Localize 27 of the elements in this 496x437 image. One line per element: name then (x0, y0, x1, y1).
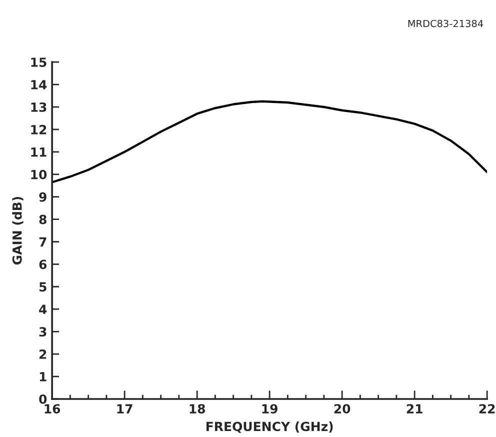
y-tick-label: 14 (31, 80, 47, 90)
y-tick-label: 5 (39, 282, 46, 292)
y-tick-label: 8 (39, 214, 46, 224)
x-tick-label: 20 (334, 404, 350, 414)
y-tick-label: 3 (39, 327, 46, 337)
line-series (52, 100, 488, 184)
y-tick-label: 12 (31, 124, 46, 134)
x-tick-label: 18 (190, 404, 205, 414)
y-tick-label: 0 (39, 394, 47, 404)
x-tick-label: 16 (44, 404, 60, 414)
y-tick-label: 15 (31, 58, 46, 67)
y-tick-label: 11 (31, 148, 46, 157)
y-tick-label: 10 (31, 170, 47, 180)
y-tick-label: 13 (31, 102, 46, 112)
x-tick-label: 22 (479, 404, 495, 414)
x-axis-title: FREQUENCY (GHz) (206, 422, 333, 433)
y-tick-label: 2 (40, 350, 46, 359)
text: MRDC83-21384 (408, 20, 484, 28)
x-tick-label: 21 (406, 404, 422, 414)
y-tick-label: 7 (39, 237, 46, 246)
y-tick-label: 4 (39, 304, 47, 314)
y-tick-label: 6 (39, 260, 47, 270)
y-tick-label: 9 (39, 192, 46, 202)
y-tick-label: 1 (40, 372, 46, 382)
x-tick-label: 17 (117, 404, 132, 414)
y-axis-title: GAIN (dB) (12, 196, 24, 265)
x-tick-label: 19 (262, 404, 278, 414)
